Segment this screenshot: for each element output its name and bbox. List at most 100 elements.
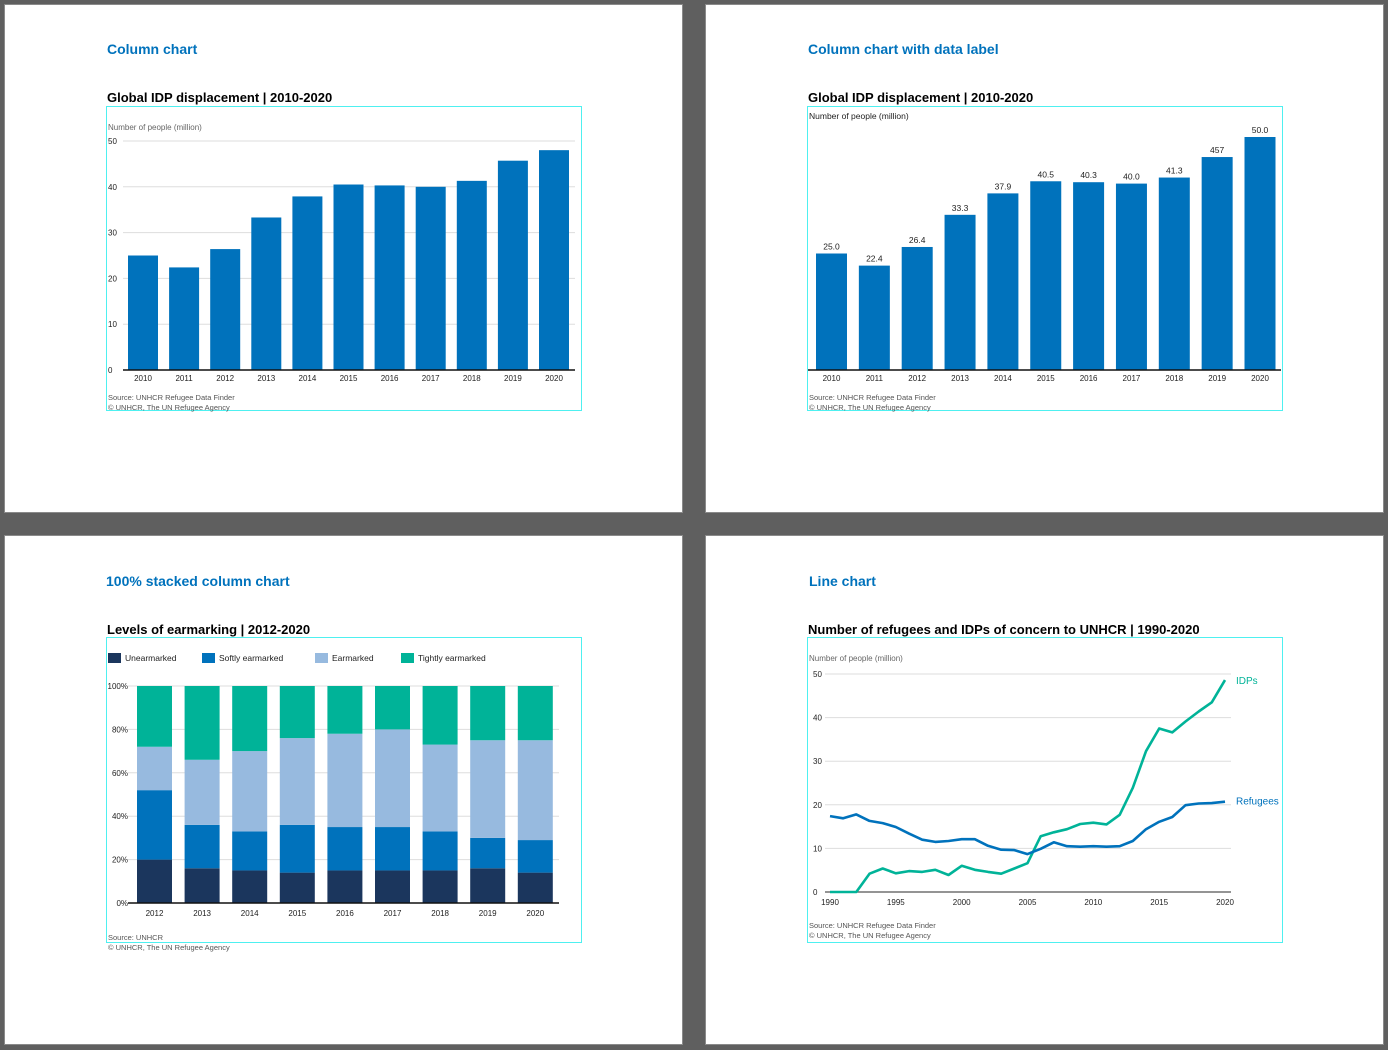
x-tick-label: 2010 [134, 374, 152, 383]
legend-label: Earmarked [332, 653, 374, 663]
data-label: 33.3 [952, 203, 969, 213]
bar-segment [279, 824, 315, 873]
y-tick-label: 30 [813, 757, 822, 766]
bar-segment [327, 686, 363, 734]
x-tick-label: 2010 [823, 374, 841, 383]
y-tick-label: 10 [813, 844, 822, 853]
legend-swatch [315, 653, 328, 663]
bar [210, 249, 241, 370]
x-tick-label: 2010 [1084, 898, 1102, 907]
x-tick-label: 2012 [908, 374, 926, 383]
x-tick-label: 2016 [381, 374, 399, 383]
series-line-idps [830, 679, 1227, 894]
data-label: 40.3 [1080, 170, 1097, 180]
x-tick-label: 2020 [1216, 898, 1234, 907]
x-tick-label: 2015 [1037, 374, 1055, 383]
bar [128, 255, 158, 370]
panel-heading: Column chart [107, 41, 198, 57]
bar [816, 253, 847, 370]
bar-segment [422, 686, 458, 745]
x-tick-label: 2020 [1251, 374, 1269, 383]
x-tick-label: 2000 [953, 898, 971, 907]
panel-heading: Line chart [809, 573, 876, 589]
y-tick-label: 100% [108, 682, 128, 691]
data-label: 25.0 [823, 242, 840, 252]
bar-segment [470, 868, 506, 903]
chart-frame [106, 106, 582, 411]
bar-segment [137, 859, 172, 903]
x-tick-label: 2011 [866, 374, 884, 383]
data-label: 457 [1210, 145, 1224, 155]
x-tick-label: 2016 [1080, 374, 1098, 383]
bar-segment [327, 827, 363, 871]
bar-segment [422, 744, 458, 832]
bar-segment [375, 827, 410, 871]
y-tick-label: 60% [112, 769, 128, 778]
y-axis-label: Number of people (million) [108, 123, 202, 132]
legend-label: Unearmarked [125, 653, 177, 663]
bar-segment [232, 686, 268, 752]
bar [374, 185, 405, 370]
bar [169, 267, 200, 370]
y-tick-label: 30 [108, 229, 117, 238]
bar-segment [517, 840, 553, 873]
x-tick-label: 2019 [504, 374, 522, 383]
bar-segment [375, 729, 410, 828]
panel-line-chart [705, 535, 1384, 1045]
y-tick-label: 50 [108, 137, 117, 146]
bar [1201, 157, 1233, 370]
bar [333, 184, 364, 370]
y-tick-label: 20 [813, 801, 822, 810]
series-label: IDPs [1236, 676, 1258, 687]
x-tick-label: 2013 [257, 374, 275, 383]
bar-segment [137, 746, 172, 791]
x-tick-label: 2018 [431, 909, 449, 918]
y-tick-label: 50 [813, 670, 822, 679]
data-label: 22.4 [866, 254, 883, 264]
y-tick-label: 10 [108, 320, 117, 329]
chart-frame [807, 637, 1283, 943]
data-label: 50.0 [1252, 125, 1269, 135]
source-note: Source: UNHCR Refugee Data Finder © UNHCR… [108, 393, 235, 412]
bar [292, 196, 323, 370]
bar-segment [232, 751, 268, 832]
bar-segment [470, 837, 506, 869]
x-tick-label: 2005 [1019, 898, 1037, 907]
x-tick-label: 2014 [241, 909, 259, 918]
bar-segment [375, 870, 410, 903]
y-tick-label: 20% [112, 856, 128, 865]
y-axis-label: Number of people (million) [809, 111, 909, 121]
chart-title: Levels of earmarking | 2012-2020 [107, 622, 311, 637]
chart-title: Global IDP displacement | 2010-2020 [107, 90, 333, 105]
x-tick-label: 2015 [340, 374, 358, 383]
bar [497, 160, 528, 370]
x-tick-label: 2020 [545, 374, 563, 383]
series-label: Refugees [1236, 797, 1279, 808]
x-tick-label: 2011 [175, 374, 193, 383]
data-label: 40.0 [1123, 172, 1140, 182]
bar-segment [375, 686, 410, 730]
bar [1158, 177, 1190, 370]
source-note: Source: UNHCR © UNHCR, The UN Refugee Age… [108, 933, 230, 952]
x-tick-label: 2016 [336, 909, 354, 918]
bar-segment [184, 759, 220, 825]
bar-segment [470, 686, 506, 741]
x-tick-label: 2012 [216, 374, 234, 383]
y-tick-label: 40 [813, 714, 822, 723]
bar [901, 246, 933, 370]
bar [1244, 137, 1276, 370]
legend-label: Softly earmarked [219, 653, 284, 663]
x-tick-label: 2018 [463, 374, 481, 383]
x-tick-label: 2013 [951, 374, 969, 383]
y-tick-label: 40 [108, 183, 117, 192]
legend-swatch [202, 653, 215, 663]
bar-segment [184, 824, 220, 869]
bar [1030, 181, 1062, 370]
bar-segment [279, 872, 315, 903]
bar-segment [470, 740, 506, 838]
x-tick-label: 2015 [1150, 898, 1168, 907]
source-note: Source: UNHCR Refugee Data Finder © UNHCR… [809, 393, 936, 412]
x-tick-label: 1995 [887, 898, 905, 907]
bar-segment [184, 868, 220, 903]
